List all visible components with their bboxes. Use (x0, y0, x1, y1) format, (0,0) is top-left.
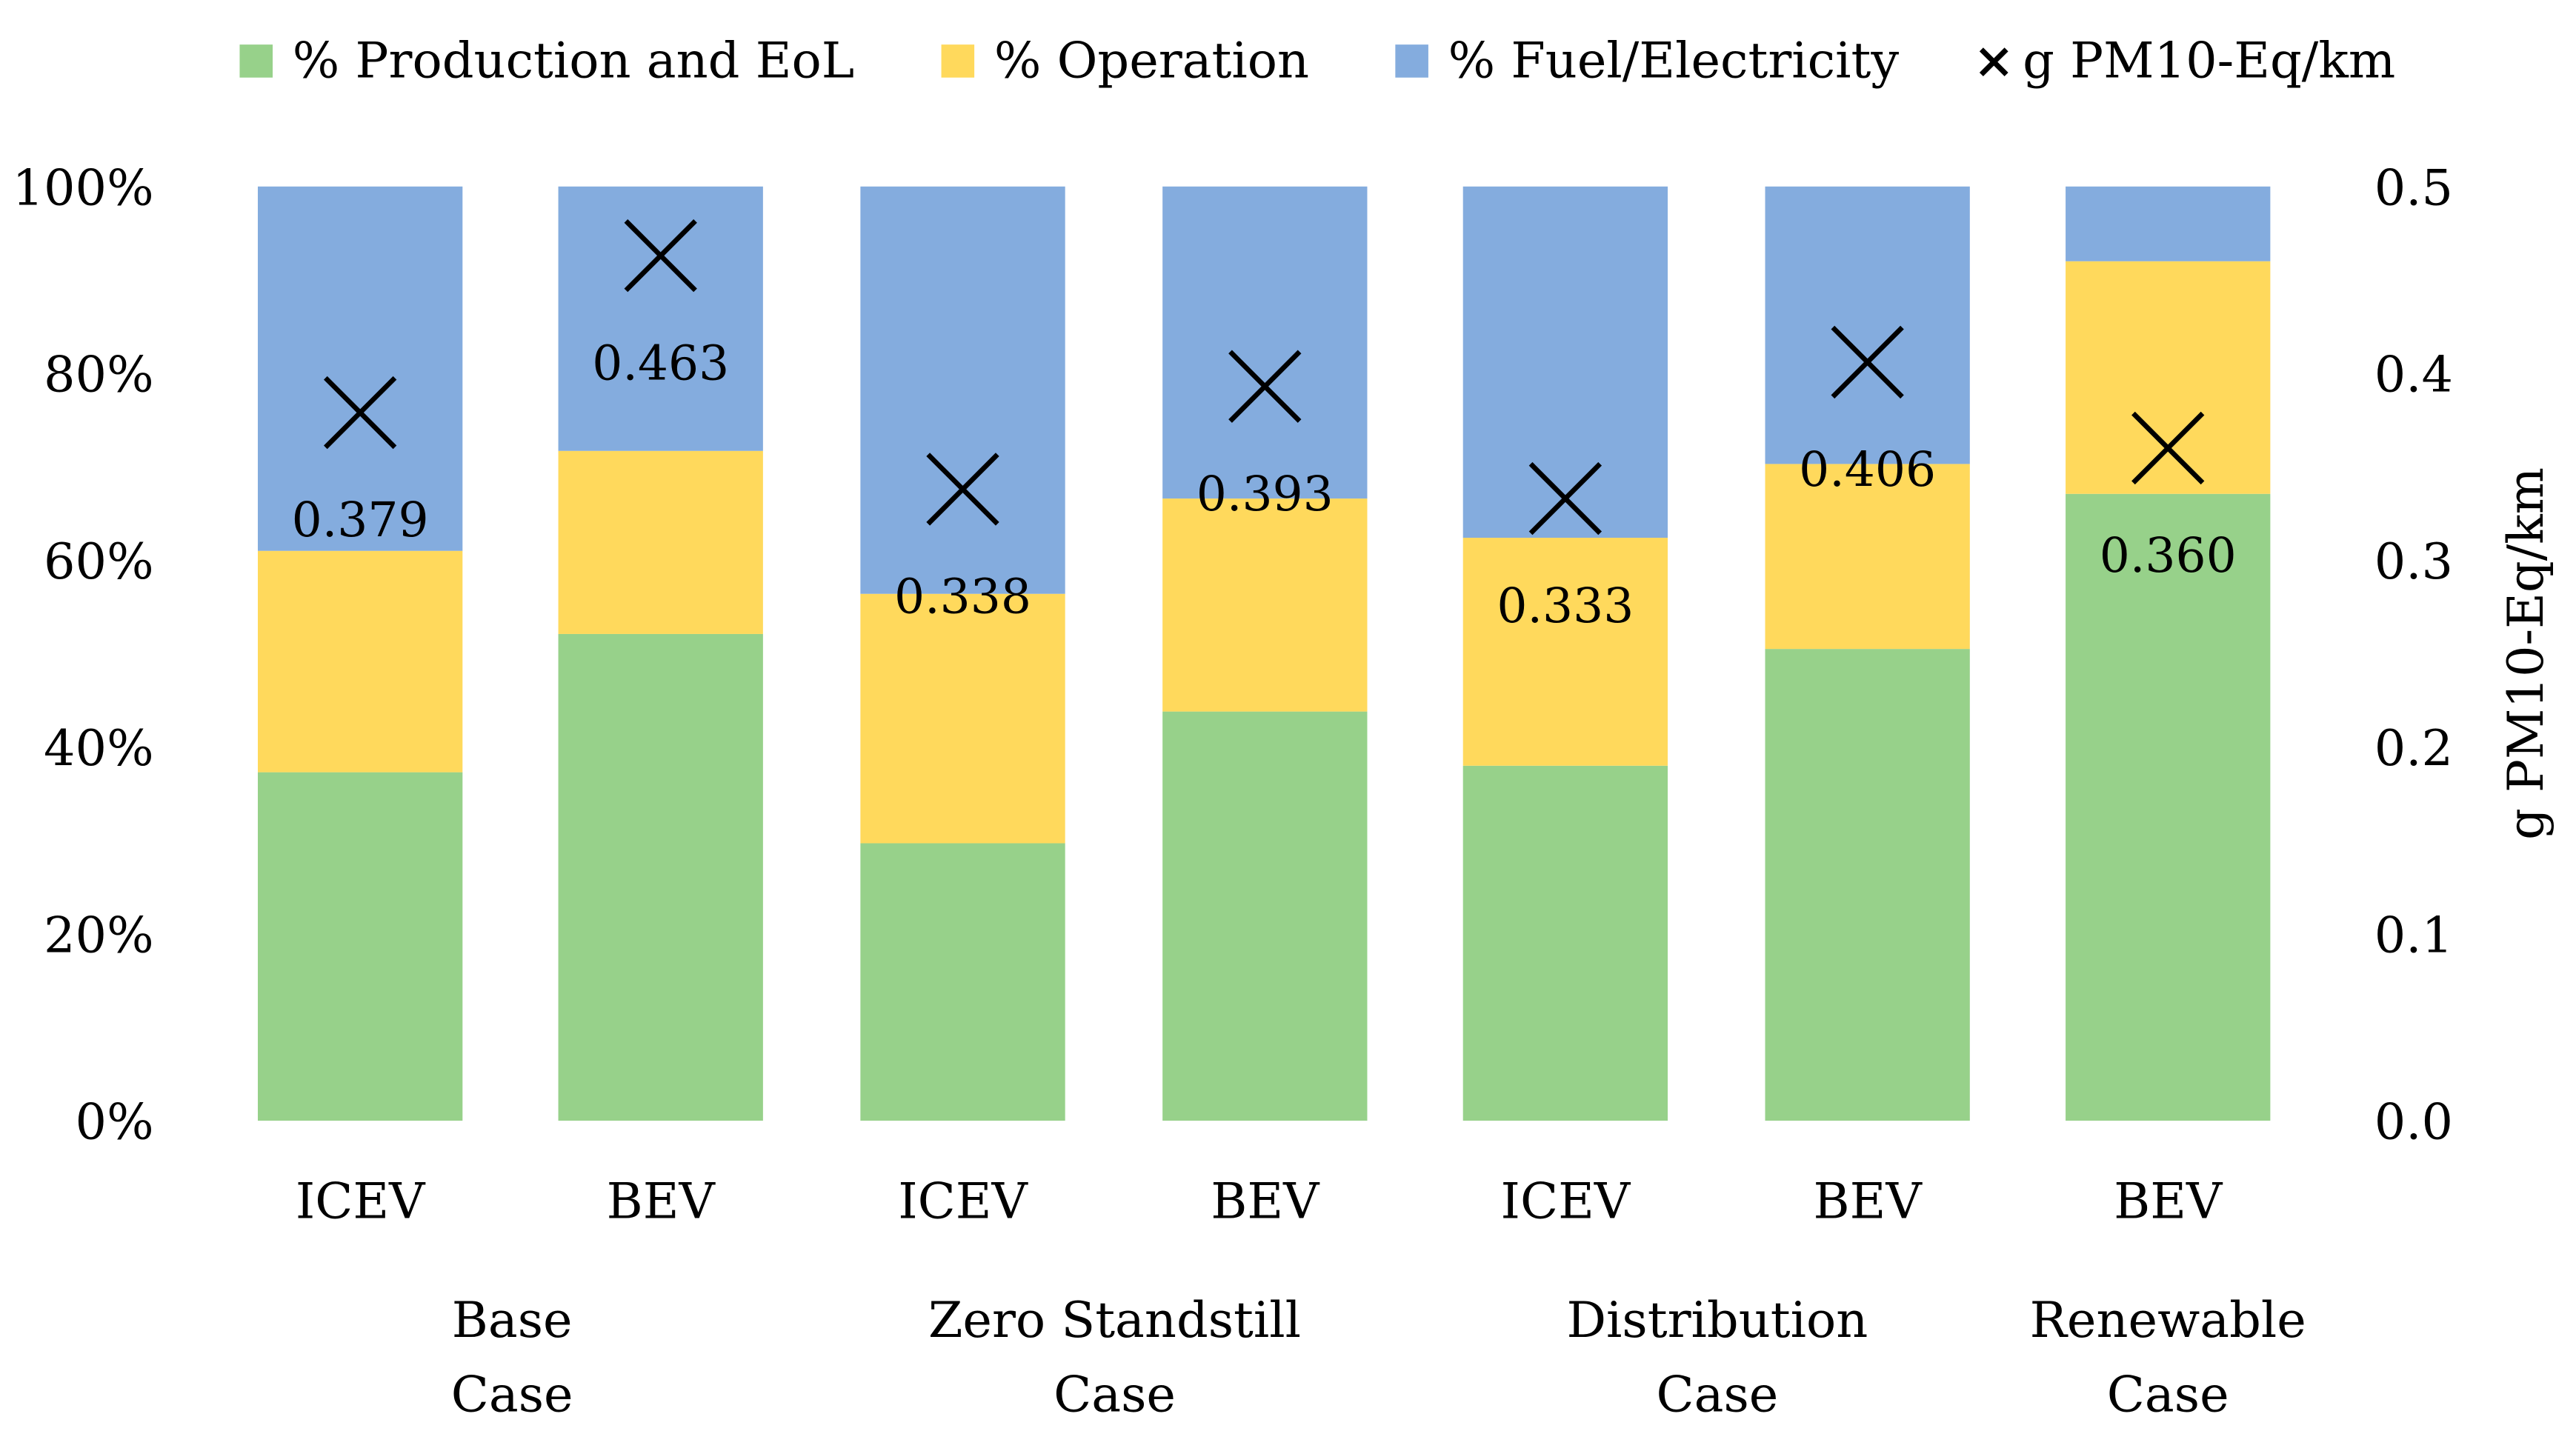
bar-segment-fuel-electricity (1162, 186, 1368, 499)
bar-segment-production-and-eol (1462, 765, 1668, 1121)
data-label: 0.338 (894, 570, 1031, 625)
right-tick-label: 0.1 (2374, 906, 2453, 964)
right-tick-label: 0.4 (2374, 346, 2453, 404)
group-label: Renewable (2030, 1291, 2306, 1349)
bar-segment-fuel-electricity (558, 186, 763, 451)
bar-segment-production-and-eol (860, 843, 1065, 1121)
bar-segment-operation (860, 593, 1065, 844)
category-label: BEV (607, 1173, 716, 1230)
left-tick-label: 40% (44, 719, 154, 777)
left-tick-label: 0% (76, 1093, 154, 1151)
left-tick-label: 80% (44, 346, 154, 404)
x-marker-stroke (1228, 350, 1302, 423)
right-tick-label: 0.5 (2374, 159, 2453, 216)
bar-segment-fuel-electricity (257, 186, 463, 551)
x-marker (2131, 411, 2205, 485)
x-marker-stroke (1831, 325, 1904, 399)
x-marker (1831, 325, 1904, 399)
group-label: Distribution (1566, 1291, 1868, 1349)
x-marker-stroke (926, 453, 999, 526)
left-tick-label: 60% (44, 533, 154, 590)
data-label: 0.360 (2100, 528, 2237, 584)
data-label: 0.333 (1497, 578, 1634, 634)
data-label: 0.463 (592, 336, 729, 391)
legend-label: % Fuel/Electricity (1448, 32, 1900, 90)
legend-label: % Operation (994, 32, 1309, 90)
x-marker-stroke (624, 219, 697, 293)
bar-segment-production-and-eol (1765, 649, 1970, 1121)
legend-label: % Production and EoL (293, 32, 854, 90)
legend-label: g PM10-Eq/km (2023, 32, 2395, 90)
right-tick-label: 0.3 (2374, 533, 2453, 590)
bar-segment-operation (1462, 538, 1668, 766)
data-label: 0.406 (1799, 442, 1936, 498)
legend: % Production and EoL % Operation % Fuel/El… (239, 31, 2395, 90)
x-marker (624, 219, 697, 293)
x-marker (1228, 350, 1302, 423)
category-label: BEV (2114, 1173, 2223, 1230)
legend-swatch (941, 44, 975, 78)
legend-swatch (239, 44, 273, 78)
x-marker-stroke (323, 376, 397, 450)
x-axis-labels: ICEV BEV ICEV BEV ICEV BEV BEV Base Case Zero Sta… (296, 1173, 2306, 1424)
category-label: BEV (1211, 1173, 1320, 1230)
legend-swatch (1395, 44, 1428, 78)
bar-segment-production-and-eol (257, 772, 463, 1121)
bar-segment-operation (1162, 498, 1368, 712)
bar-segment-operation (558, 450, 763, 634)
x-marker (323, 376, 397, 450)
category-label: ICEV (898, 1173, 1028, 1230)
right-tick-label: 0.2 (2374, 719, 2453, 777)
category-label: BEV (1814, 1173, 1923, 1230)
category-label: ICEV (1501, 1173, 1631, 1230)
left-tick-label: 100% (12, 159, 153, 216)
bar-segment-fuel-electricity (1765, 186, 1970, 464)
x-marker (1528, 461, 1602, 536)
x-marker (926, 453, 999, 526)
group-label: Base (452, 1291, 573, 1349)
group-label: Case (1656, 1365, 1778, 1423)
x-marker-stroke (1528, 461, 1602, 536)
bar-segment-fuel-electricity (1462, 186, 1668, 538)
group-label: Zero Standstill (928, 1291, 1301, 1349)
category-label: ICEV (296, 1173, 426, 1230)
right-axis: g PM10-Eq/km 0.0 0.1 0.2 0.3 0.4 0.5 (2374, 159, 2555, 1150)
data-label: 0.379 (292, 493, 429, 548)
bar-segment-fuel-electricity (860, 186, 1065, 594)
group-label: Case (451, 1365, 573, 1423)
bar-segment-production-and-eol (2066, 493, 2271, 1121)
data-label: 0.393 (1197, 467, 1334, 522)
right-tick-label: 0.0 (2374, 1093, 2453, 1151)
bar-segment-production-and-eol (1162, 711, 1368, 1121)
group-label: Case (1054, 1365, 1176, 1423)
left-axis: 0% 20% 40% 60% 80% 100% (12, 159, 153, 1150)
bar-segment-production-and-eol (558, 633, 763, 1121)
bar-segment-operation (257, 550, 463, 773)
bar-segment-fuel-electricity (2066, 186, 2271, 261)
right-axis-title: g PM10-Eq/km (2497, 467, 2555, 840)
x-marker-stroke (2131, 411, 2205, 485)
bar-segment-operation (1765, 464, 1970, 650)
markers: 0.379 0.463 0.338 0.393 0.333 0.406 0.360 (292, 219, 2237, 634)
group-label: Case (2107, 1365, 2229, 1423)
bar-segment-operation (2066, 261, 2271, 494)
legend-marker-icon: × (1973, 31, 2014, 90)
bars (257, 186, 2271, 1121)
left-tick-label: 20% (44, 906, 154, 964)
